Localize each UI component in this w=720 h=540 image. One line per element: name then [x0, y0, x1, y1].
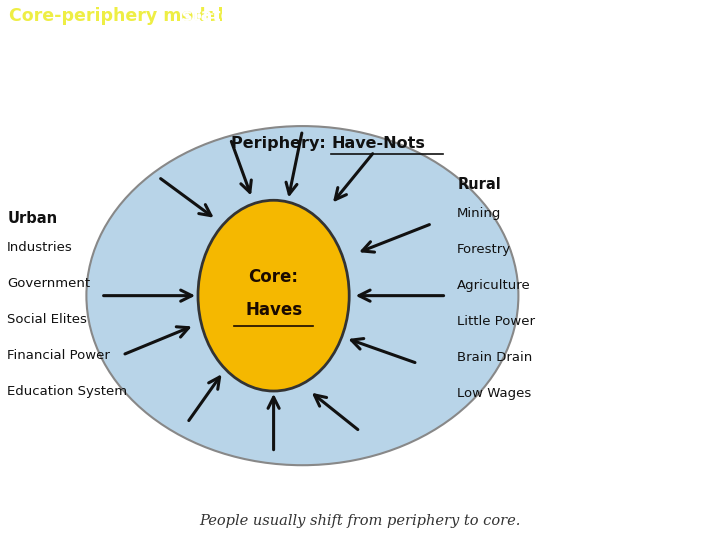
Ellipse shape	[86, 126, 518, 465]
Ellipse shape	[198, 200, 349, 391]
Text: People usually shift from periphery to core.: People usually shift from periphery to c…	[199, 514, 521, 528]
Text: Core-periphery model: Core-periphery model	[9, 6, 223, 25]
Text: Have-Nots: Have-Nots	[331, 136, 425, 151]
Text: Brain Drain: Brain Drain	[457, 351, 533, 364]
Text: Forestry: Forestry	[457, 242, 511, 255]
Text: Mining: Mining	[457, 207, 502, 220]
Text: Haves: Haves	[245, 301, 302, 320]
Text: Education System: Education System	[7, 384, 127, 397]
Text: Core:: Core:	[248, 268, 299, 286]
Text: Agriculture: Agriculture	[457, 279, 531, 292]
Text: Government: Government	[7, 276, 90, 289]
Text: Industries: Industries	[7, 240, 73, 254]
Text: Periphery:: Periphery:	[231, 136, 331, 151]
Text: Urban: Urban	[7, 211, 58, 226]
Text: Low Wages: Low Wages	[457, 387, 531, 400]
Text: into three groups: core, periphery, and semi-periphery.: into three groups: core, periphery, and …	[9, 52, 552, 70]
Text: Financial Power: Financial Power	[7, 349, 110, 362]
Text: Little Power: Little Power	[457, 315, 535, 328]
Text: states that the world’s countries are divided: states that the world’s countries are di…	[176, 6, 621, 25]
Text: Rural: Rural	[457, 177, 501, 192]
Text: Social Elites: Social Elites	[7, 313, 87, 326]
